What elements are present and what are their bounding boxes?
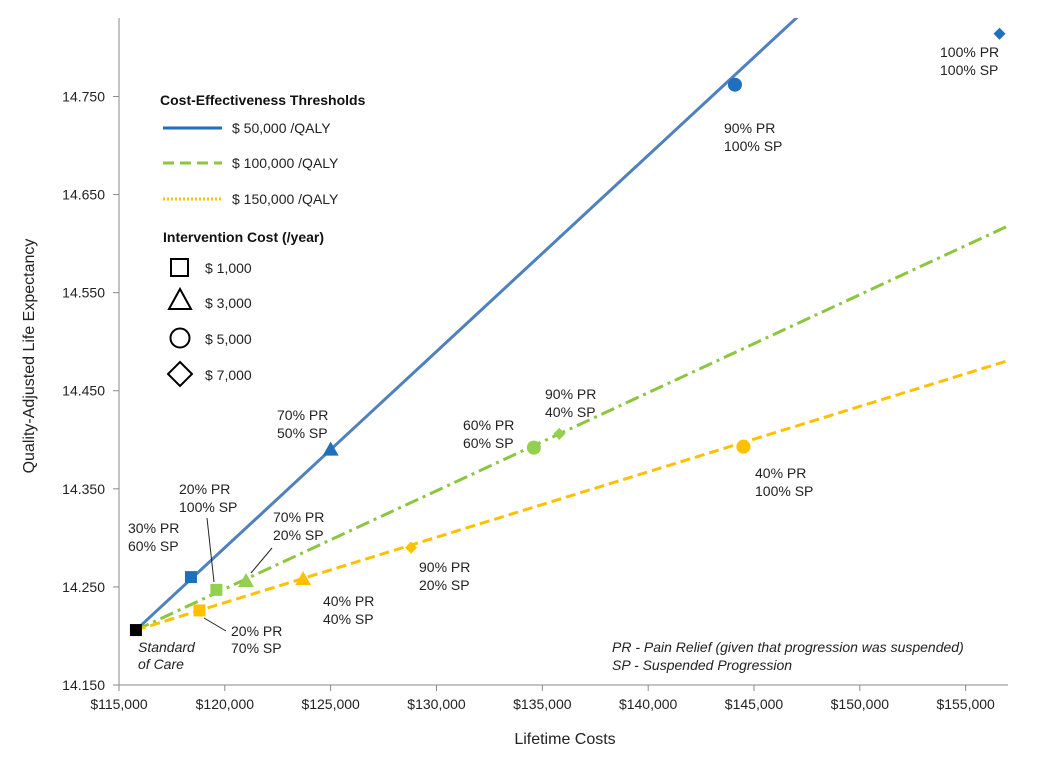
point-90-pr-40-sp — [553, 427, 566, 440]
threshold-lines — [134, 18, 1008, 632]
y-ticks: 14.150 14.250 14.350 14.450 14.550 14.650 14.7… — [62, 88, 119, 693]
legend-label-50000: $ 50,000 /QALY — [232, 120, 331, 136]
threshold-line-100000 — [135, 224, 1008, 632]
point-40-pr-40-sp — [295, 571, 312, 586]
y-tick-label: 14.650 — [62, 187, 105, 203]
y-tick-label: 14.150 — [62, 677, 105, 693]
y-tick-label: 14.250 — [62, 579, 105, 595]
x-tick-label: $140,000 — [619, 696, 678, 712]
label-70pr-50sp: 70% PR 50% SP — [277, 407, 332, 441]
label-90pr-100sp: 90% PR 100% SP — [724, 120, 782, 154]
footnote-sp: SP - Suspended Progression — [612, 657, 792, 673]
label-40pr-40sp: 40% PR 40% SP — [323, 593, 378, 627]
threshold-line-50000 — [134, 18, 799, 632]
leader-70pr-20sp — [250, 547, 273, 574]
legend-label-3000: $ 3,000 — [205, 295, 252, 311]
legend-label-1000: $ 1,000 — [205, 260, 252, 276]
x-tick-label: $150,000 — [831, 696, 890, 712]
legend-diamond-icon — [166, 360, 194, 388]
point-30-pr-60-sp — [184, 571, 197, 584]
point-60-pr-60-sp — [526, 440, 541, 455]
footnote-pr: PR - Pain Relief (given that progression… — [612, 639, 964, 655]
label-90pr-40sp: 90% PR 40% SP — [545, 386, 600, 420]
point-70-pr-50-sp — [322, 441, 339, 456]
legend: Cost-Effectiveness Thresholds $ 50,000 /… — [160, 92, 366, 388]
point-20-pr-100-sp — [210, 583, 223, 596]
label-40pr-100sp: 40% PR 100% SP — [755, 465, 813, 499]
legend-label-5000: $ 5,000 — [205, 331, 252, 347]
point-40-pr-100-sp — [736, 439, 751, 454]
point-100-pr-100-sp — [993, 27, 1006, 40]
x-tick-label: $135,000 — [513, 696, 572, 712]
point-90-pr-100-sp — [727, 77, 742, 92]
footnote: PR - Pain Relief (given that progression… — [612, 639, 964, 673]
x-ticks: $115,000 $120,000 $125,000 $130,000 $135,000… — [90, 685, 995, 712]
label-20pr-70sp: 20% PR 70% SP — [231, 623, 286, 656]
leader-20pr-100sp — [206, 517, 215, 583]
x-tick-label: $125,000 — [301, 696, 360, 712]
threshold-line-150000 — [135, 359, 1008, 632]
x-tick-label: $120,000 — [196, 696, 255, 712]
legend-cost-title: Intervention Cost (/year) — [163, 229, 324, 245]
label-70pr-20sp: 70% PR 20% SP — [273, 509, 328, 543]
y-tick-label: 14.450 — [62, 383, 105, 399]
y-tick-label: 14.550 — [62, 285, 105, 301]
data-points — [129, 27, 1006, 637]
label-30pr-60sp: 30% PR 60% SP — [128, 520, 183, 554]
x-tick-label: $145,000 — [725, 696, 784, 712]
x-tick-label: $130,000 — [407, 696, 466, 712]
point-annotations: Standard of Care 30% PR 60% SP 20% PR 10… — [128, 44, 1003, 672]
legend-circle-icon — [169, 327, 191, 349]
legend-thresholds-title: Cost-Effectiveness Thresholds — [160, 92, 366, 108]
y-tick-label: 14.750 — [62, 88, 105, 104]
label-60pr-60sp: 60% PR 60% SP — [463, 417, 518, 451]
y-axis-title: Quality-Adjusted Life Expectancy — [21, 239, 38, 474]
legend-triangle-icon — [167, 286, 193, 310]
x-axis-title: Lifetime Costs — [514, 731, 615, 748]
point-70-pr-20-sp — [238, 573, 254, 588]
point-20-pr-70-sp — [193, 604, 206, 617]
legend-label-150000: $ 150,000 /QALY — [232, 191, 339, 207]
legend-square-icon — [170, 258, 189, 277]
label-90pr-20sp: 90% PR 20% SP — [419, 559, 474, 593]
label-100pr-100sp: 100% PR 100% SP — [940, 44, 1003, 78]
y-tick-label: 14.350 — [62, 481, 105, 497]
legend-label-7000: $ 7,000 — [205, 367, 252, 383]
legend-label-100000: $ 100,000 /QALY — [232, 155, 339, 171]
leader-20pr-70sp — [203, 617, 227, 632]
point-standard-of-care — [129, 624, 142, 637]
point-90-pr-20-sp — [405, 541, 418, 554]
label-standard-of-care: Standard of Care — [138, 639, 199, 672]
x-tick-label: $155,000 — [936, 696, 995, 712]
label-20pr-100sp: 20% PR 100% SP — [179, 481, 237, 515]
x-tick-label: $115,000 — [90, 696, 148, 712]
